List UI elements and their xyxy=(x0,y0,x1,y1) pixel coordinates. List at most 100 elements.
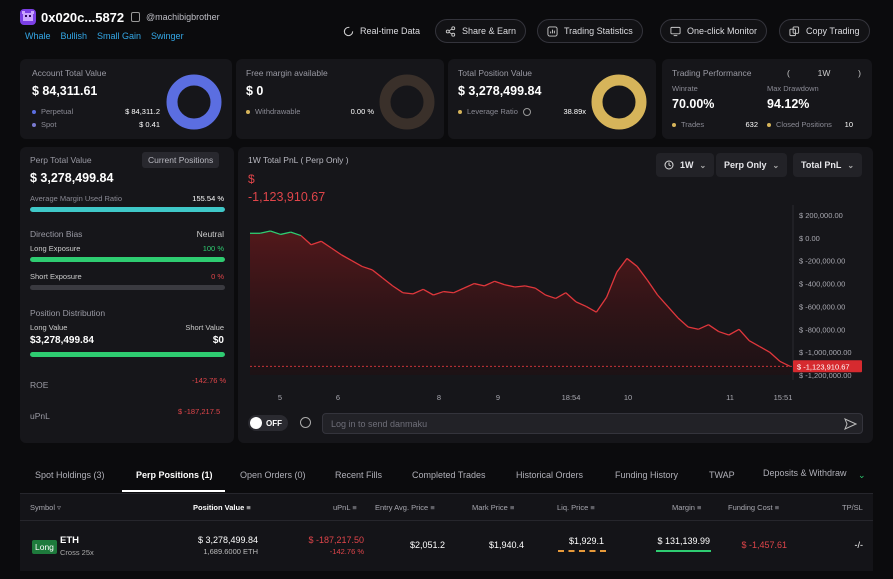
current-positions-button[interactable]: Current Positions xyxy=(142,152,220,168)
metric-dropdown[interactable]: Total PnL ⌄ xyxy=(793,153,863,177)
long-exposure-fill xyxy=(30,257,225,262)
pnl-line-segment xyxy=(310,240,322,246)
th-margin[interactable]: Margin ≡ xyxy=(672,503,701,512)
pnl-chart[interactable]: $ 200,000.00 $ 0.00 $ -200,000.00 $ -400,00… xyxy=(238,205,873,405)
winrate-label: Winrate xyxy=(672,84,698,93)
tabs-expand-icon[interactable]: ⌄ xyxy=(858,470,866,480)
th-position-value[interactable]: Position Value ≡ xyxy=(193,503,251,512)
long-exposure-bar xyxy=(30,257,225,262)
tab-recent-fills[interactable]: Recent Fills xyxy=(335,470,383,480)
aml-bar xyxy=(30,207,225,212)
tab-twap[interactable]: TWAP xyxy=(709,470,735,480)
tab-historical-orders[interactable]: Historical Orders xyxy=(516,470,584,480)
pnl-line-segment xyxy=(616,258,628,273)
pnl-line-segment xyxy=(514,285,526,288)
pnl-line-segment xyxy=(646,279,659,296)
tab-spot-holdings[interactable]: Spot Holdings (3) xyxy=(35,470,105,480)
total-position-label: Total Position Value xyxy=(458,68,533,78)
one-click-monitor-button[interactable]: One-click Monitor xyxy=(660,19,768,43)
tag-whale[interactable]: Whale xyxy=(25,31,51,41)
pnl-line-segment xyxy=(474,282,485,287)
mode-dropdown[interactable]: Perp Only ⌄ xyxy=(716,153,788,177)
th-liq-price-label: Liq. Price xyxy=(557,503,589,512)
sort-icon: ≡ xyxy=(509,503,515,512)
table-row[interactable]: Long ETH Cross 25x $ 3,278,499.84 1,689.… xyxy=(20,521,873,571)
trading-statistics-button[interactable]: Trading Statistics xyxy=(537,19,643,43)
short-value-label: Short Value xyxy=(185,323,224,332)
position-distribution-label: Position Distribution xyxy=(30,308,106,318)
period-value: 1W xyxy=(680,160,694,170)
performance-period-selector[interactable]: ( 1W ) xyxy=(787,68,861,78)
pnl-line-segment xyxy=(708,324,720,333)
pnl-line-segment xyxy=(260,230,271,234)
copy-trading-icon xyxy=(789,25,800,36)
short-exposure-label: Short Exposure xyxy=(30,272,82,281)
spot-value: $ 0.41 xyxy=(139,120,160,129)
pnl-line-segment xyxy=(555,292,567,299)
x-tick-label: 6 xyxy=(336,393,340,402)
danmaku-settings-icon[interactable] xyxy=(300,417,311,428)
tab-funding-history[interactable]: Funding History xyxy=(615,470,679,480)
th-position-value-label: Position Value xyxy=(193,503,245,512)
pnl-title: 1W Total PnL ( Perp Only ) xyxy=(248,155,349,165)
trading-performance-card: Trading Performance ( 1W ) Winrate 70.00… xyxy=(662,59,872,139)
free-margin-label: Free margin available xyxy=(246,68,328,78)
pnl-line-segment xyxy=(565,292,577,303)
tab-perp-positions[interactable]: Perp Positions (1) xyxy=(136,470,213,480)
tab-deposits-withdraw[interactable]: Deposits & Withdraw xyxy=(763,468,847,478)
tab-open-orders[interactable]: Open Orders (0) xyxy=(240,470,306,480)
th-mark-price-label: Mark Price xyxy=(472,503,508,512)
table-divider xyxy=(20,520,873,521)
realtime-data-button[interactable]: Real-time Data xyxy=(334,19,429,43)
pnl-line-segment xyxy=(270,230,281,236)
th-upnl[interactable]: uPnL ≡ xyxy=(333,503,357,512)
total-position-value: $ 3,278,499.84 xyxy=(458,84,542,98)
th-margin-label: Margin xyxy=(672,503,695,512)
copy-icon[interactable] xyxy=(131,12,140,22)
withdrawable-row: Withdrawable 0.00 % xyxy=(246,107,374,116)
tag-small-gain[interactable]: Small Gain xyxy=(97,31,142,41)
coin-name[interactable]: ETH xyxy=(60,535,79,546)
send-icon[interactable] xyxy=(844,418,857,430)
share-earn-button[interactable]: Share & Earn xyxy=(435,19,527,43)
help-icon[interactable] xyxy=(522,108,531,117)
y-tick-label: $ 0.00 xyxy=(799,234,820,243)
copy-trading-button[interactable]: Copy Trading xyxy=(779,19,870,43)
danmaku-input[interactable]: Log in to send danmaku xyxy=(322,413,863,434)
tab-completed-trades[interactable]: Completed Trades xyxy=(412,470,486,480)
danmaku-toggle[interactable]: OFF xyxy=(248,415,288,431)
filter-icon[interactable]: ▿ xyxy=(57,503,61,512)
perp-total-label: Perp Total Value xyxy=(30,155,92,165)
wallet-address: 0x020c...5872 xyxy=(41,10,125,25)
closed-positions-label: Closed Positions xyxy=(776,120,832,129)
th-mark-price[interactable]: Mark Price ≡ xyxy=(472,503,514,512)
pnl-line-segment xyxy=(382,277,394,287)
tag-bullish[interactable]: Bullish xyxy=(60,31,88,41)
tpsl-cell[interactable]: -/- xyxy=(854,540,864,550)
th-entry-price[interactable]: Entry Avg. Price ≡ xyxy=(375,503,435,512)
th-liq-price[interactable]: Liq. Price ≡ xyxy=(557,503,595,512)
pnl-line-segment xyxy=(463,282,475,289)
aml-value: 155.54 % xyxy=(192,194,224,203)
pnl-line-segment xyxy=(606,271,618,298)
upnl-value: $ -187,217.5 xyxy=(178,407,221,416)
th-funding-cost[interactable]: Funding Cost ≡ xyxy=(728,503,779,512)
aml-label: Average Margin Used Ratio xyxy=(30,194,122,203)
upnl-label: uPnL xyxy=(30,411,50,421)
trading-statistics-label: Trading Statistics xyxy=(564,26,633,36)
pnl-line-segment xyxy=(759,345,770,353)
pnl-line-segment xyxy=(677,317,689,328)
pnl-line-segment xyxy=(718,330,730,336)
th-symbol[interactable]: Symbol ▿ xyxy=(30,503,61,512)
y-tick-label: $ -1,200,000.00 xyxy=(799,371,852,380)
short-exposure-bar xyxy=(30,285,225,290)
period-dropdown[interactable]: 1W ⌄ xyxy=(656,153,715,177)
sort-icon: ≡ xyxy=(430,503,435,512)
monitor-icon xyxy=(670,26,681,36)
pnl-line-segment xyxy=(331,247,343,256)
perp-summary-card: Perp Total Value Current Positions $ 3,2… xyxy=(20,147,234,443)
tag-swinger[interactable]: Swinger xyxy=(151,31,184,41)
margin-cell: $ 131,139.99 xyxy=(657,536,710,546)
x-tick-label: 10 xyxy=(624,393,632,402)
margin-donut xyxy=(379,74,435,130)
